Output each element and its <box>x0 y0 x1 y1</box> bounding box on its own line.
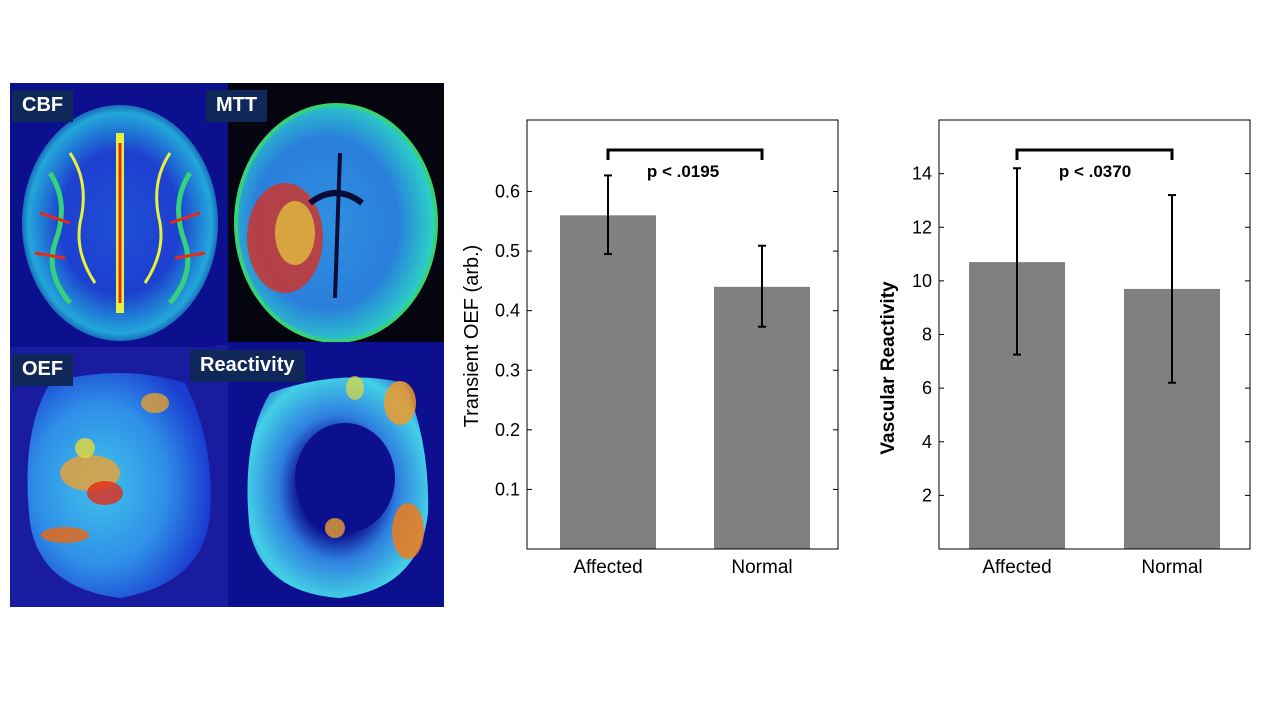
chart2-significance-bracket <box>1015 148 1174 160</box>
chart1-ytick-label: 0.3 <box>495 360 520 380</box>
chart2-ytick-label: 10 <box>912 271 932 291</box>
brain-maps-figure <box>10 83 444 607</box>
chart1-y-axis-label: Transient OEF (arb.) <box>461 245 483 428</box>
chart2-significance-label: p < .0370 <box>1059 162 1131 181</box>
chart2-category-label: Affected <box>982 557 1051 578</box>
chart1-axes-frame <box>526 119 839 550</box>
chart1-ytick-label: 0.4 <box>495 301 520 321</box>
chart1-bar-normal <box>714 286 810 549</box>
chart1-bar-affected <box>560 215 656 550</box>
chart2-y-axis-label: Vascular Reactivity <box>878 281 899 455</box>
label-mtt: MTT <box>206 90 268 122</box>
chart2-ytick-label: 6 <box>922 378 932 398</box>
chart1-significance-label: p < .0195 <box>647 162 719 181</box>
label-cbf: CBF <box>12 90 74 122</box>
chart1-category-label: Normal <box>731 557 792 578</box>
chart1-category-label: Affected <box>573 557 642 578</box>
chart2-ytick-label: 4 <box>922 432 932 452</box>
chart2-ytick-label: 14 <box>912 164 932 184</box>
chart1-ytick-label: 0.6 <box>495 182 520 202</box>
chart1-ytick-label: 0.5 <box>495 241 520 261</box>
label-oef: OEF <box>12 354 74 386</box>
chart1-ytick-label: 0.2 <box>495 420 520 440</box>
label-reactivity: Reactivity <box>190 350 305 382</box>
chart2-ytick-label: 2 <box>922 485 932 505</box>
chart2-category-label: Normal <box>1141 557 1202 578</box>
chart2-ytick-label: 12 <box>912 217 932 237</box>
brain-maps-svg <box>10 83 444 607</box>
chart2-ytick-label: 8 <box>922 325 932 345</box>
chart1-ytick-label: 0.1 <box>495 479 520 499</box>
chart1-significance-bracket <box>606 148 764 160</box>
